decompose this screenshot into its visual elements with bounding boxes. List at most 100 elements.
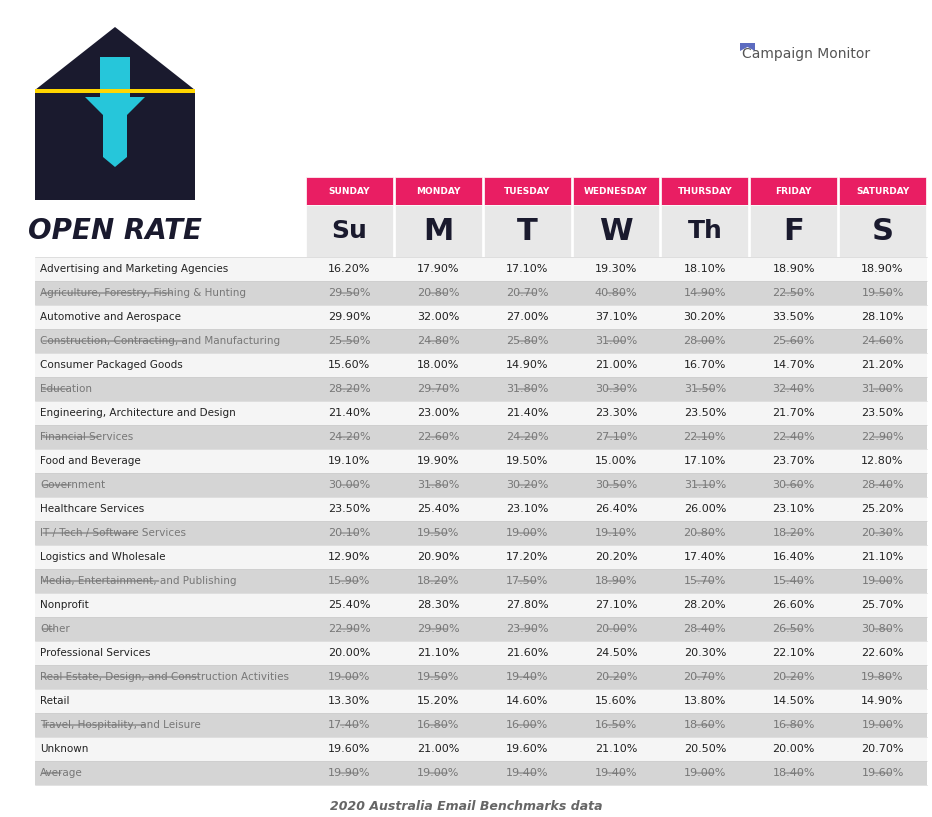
Text: 27.10%: 27.10% xyxy=(595,600,637,610)
Text: 25.80%: 25.80% xyxy=(506,336,548,346)
Text: 31.00%: 31.00% xyxy=(861,384,904,394)
Text: 28.00%: 28.00% xyxy=(683,336,726,346)
Text: 21.10%: 21.10% xyxy=(595,744,637,754)
Text: 23.50%: 23.50% xyxy=(328,504,371,514)
Text: 20.50%: 20.50% xyxy=(684,744,726,754)
Bar xyxy=(662,205,748,257)
Text: T: T xyxy=(516,217,538,245)
Text: Campaign Monitor: Campaign Monitor xyxy=(742,47,870,61)
Bar xyxy=(35,257,927,281)
Text: Th: Th xyxy=(688,219,722,243)
Text: 19.40%: 19.40% xyxy=(506,768,548,778)
Text: 15.60%: 15.60% xyxy=(328,360,371,370)
Bar xyxy=(35,665,927,689)
Text: 21.00%: 21.00% xyxy=(418,744,459,754)
Text: 27.80%: 27.80% xyxy=(506,600,548,610)
Text: Advertising and Marketing Agencies: Advertising and Marketing Agencies xyxy=(40,264,228,274)
Text: 14.90%: 14.90% xyxy=(506,360,548,370)
Text: 12.90%: 12.90% xyxy=(328,552,371,562)
Bar xyxy=(35,713,927,737)
Text: 19.60%: 19.60% xyxy=(506,744,548,754)
Bar xyxy=(306,177,393,205)
Bar xyxy=(839,177,926,205)
Text: Real Estate, Design, and Construction Activities: Real Estate, Design, and Construction Ac… xyxy=(40,672,289,682)
Text: 17.90%: 17.90% xyxy=(417,264,459,274)
Bar xyxy=(395,177,482,205)
Bar xyxy=(35,89,195,93)
Bar xyxy=(35,521,927,545)
Text: 19.60%: 19.60% xyxy=(861,768,904,778)
Text: 28.40%: 28.40% xyxy=(861,480,904,490)
Text: 19.10%: 19.10% xyxy=(328,456,371,466)
Bar xyxy=(35,305,927,329)
Text: 23.50%: 23.50% xyxy=(684,408,726,418)
Text: 26.40%: 26.40% xyxy=(595,504,637,514)
Text: 14.50%: 14.50% xyxy=(773,696,815,706)
Text: Other: Other xyxy=(40,624,70,634)
Text: 18.20%: 18.20% xyxy=(773,528,815,538)
Text: 20.70%: 20.70% xyxy=(683,672,726,682)
Text: 29.50%: 29.50% xyxy=(328,288,371,298)
Text: 21.10%: 21.10% xyxy=(418,648,459,658)
Text: Education: Education xyxy=(40,384,92,394)
Bar xyxy=(484,177,570,205)
Polygon shape xyxy=(740,43,755,51)
Text: S: S xyxy=(871,217,894,245)
Text: 15.40%: 15.40% xyxy=(773,576,815,586)
Text: 23.50%: 23.50% xyxy=(861,408,904,418)
Text: 40.80%: 40.80% xyxy=(595,288,637,298)
Text: Engineering, Architecture and Design: Engineering, Architecture and Design xyxy=(40,408,236,418)
Polygon shape xyxy=(103,157,127,190)
Text: 16.70%: 16.70% xyxy=(684,360,726,370)
Text: 29.90%: 29.90% xyxy=(417,624,459,634)
Text: 24.50%: 24.50% xyxy=(595,648,637,658)
Text: 15.00%: 15.00% xyxy=(595,456,637,466)
Text: 26.60%: 26.60% xyxy=(773,600,815,610)
Text: 22.60%: 22.60% xyxy=(417,432,459,442)
Bar xyxy=(35,617,927,641)
Text: 20.20%: 20.20% xyxy=(595,672,637,682)
Text: 19.50%: 19.50% xyxy=(418,528,459,538)
Text: 27.10%: 27.10% xyxy=(595,432,637,442)
Text: 18.10%: 18.10% xyxy=(684,264,726,274)
Text: 18.90%: 18.90% xyxy=(595,576,637,586)
Bar xyxy=(35,377,927,401)
Text: 28.20%: 28.20% xyxy=(328,384,371,394)
Text: 22.10%: 22.10% xyxy=(773,648,815,658)
Text: Food and Beverage: Food and Beverage xyxy=(40,456,141,466)
Text: 2020 Australia Email Benchmarks data: 2020 Australia Email Benchmarks data xyxy=(330,800,602,813)
Text: 21.10%: 21.10% xyxy=(861,552,904,562)
Text: 28.10%: 28.10% xyxy=(861,312,904,322)
Text: 29.70%: 29.70% xyxy=(417,384,459,394)
Text: 24.20%: 24.20% xyxy=(328,432,371,442)
Text: 19.00%: 19.00% xyxy=(506,528,548,538)
Bar xyxy=(35,593,927,617)
Text: 23.10%: 23.10% xyxy=(506,504,548,514)
Text: 16.00%: 16.00% xyxy=(506,720,548,730)
Text: 31.80%: 31.80% xyxy=(506,384,548,394)
Text: 30.20%: 30.20% xyxy=(684,312,726,322)
Text: 31.50%: 31.50% xyxy=(684,384,726,394)
Text: 19.90%: 19.90% xyxy=(328,768,371,778)
Text: 19.60%: 19.60% xyxy=(328,744,371,754)
Text: 15.90%: 15.90% xyxy=(328,576,371,586)
Text: 26.50%: 26.50% xyxy=(773,624,815,634)
Text: 24.80%: 24.80% xyxy=(417,336,459,346)
Text: 17.20%: 17.20% xyxy=(506,552,548,562)
Text: 31.00%: 31.00% xyxy=(595,336,637,346)
Text: 25.40%: 25.40% xyxy=(417,504,459,514)
Text: 30.50%: 30.50% xyxy=(595,480,637,490)
Text: 24.20%: 24.20% xyxy=(506,432,548,442)
Bar xyxy=(103,100,127,190)
Text: Logistics and Wholesale: Logistics and Wholesale xyxy=(40,552,166,562)
Text: Healthcare Services: Healthcare Services xyxy=(40,504,144,514)
Text: 21.00%: 21.00% xyxy=(595,360,637,370)
Text: 19.50%: 19.50% xyxy=(418,672,459,682)
Text: 16.50%: 16.50% xyxy=(595,720,637,730)
Text: 23.30%: 23.30% xyxy=(595,408,637,418)
Text: Nonprofit: Nonprofit xyxy=(40,600,89,610)
Text: 30.30%: 30.30% xyxy=(595,384,637,394)
Bar xyxy=(750,205,837,257)
Text: 18.90%: 18.90% xyxy=(773,264,815,274)
Text: 25.40%: 25.40% xyxy=(328,600,371,610)
